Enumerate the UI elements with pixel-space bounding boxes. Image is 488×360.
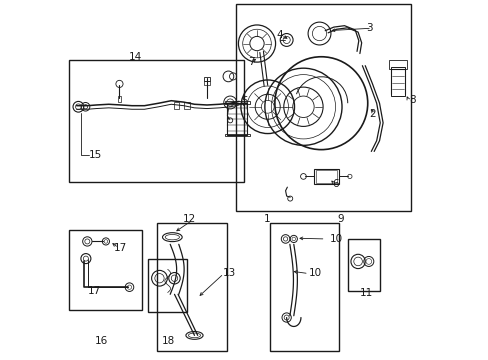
Text: 10: 10 bbox=[329, 234, 343, 244]
Text: 14: 14 bbox=[129, 52, 142, 62]
Text: 10: 10 bbox=[308, 268, 321, 278]
Text: 6: 6 bbox=[331, 179, 338, 189]
Bar bbox=[315, 170, 337, 183]
Bar bbox=[224, 102, 249, 104]
Bar bbox=[69, 60, 244, 182]
Bar bbox=[184, 103, 190, 109]
Text: 11: 11 bbox=[359, 288, 372, 297]
Bar bbox=[118, 96, 121, 103]
Bar bbox=[173, 103, 179, 109]
Bar bbox=[390, 67, 405, 96]
Bar bbox=[224, 134, 249, 136]
Text: 2: 2 bbox=[369, 109, 375, 119]
Text: 16: 16 bbox=[95, 336, 108, 346]
Text: 5: 5 bbox=[241, 96, 248, 107]
Bar bbox=[69, 230, 142, 310]
Bar bbox=[227, 103, 247, 135]
Text: 15: 15 bbox=[89, 150, 102, 160]
Text: 9: 9 bbox=[337, 214, 343, 224]
Text: 7: 7 bbox=[247, 57, 254, 67]
Bar bbox=[235, 4, 410, 211]
Bar bbox=[269, 223, 339, 351]
Text: 4: 4 bbox=[276, 30, 283, 40]
Bar bbox=[148, 258, 187, 312]
Text: 3: 3 bbox=[365, 23, 372, 33]
Bar bbox=[313, 168, 339, 184]
Bar bbox=[157, 223, 226, 351]
Text: 18: 18 bbox=[162, 336, 175, 346]
Bar bbox=[347, 239, 380, 291]
Text: 8: 8 bbox=[408, 95, 415, 105]
Text: 13: 13 bbox=[223, 268, 236, 278]
Bar bbox=[388, 60, 406, 69]
Text: 1: 1 bbox=[264, 214, 270, 224]
Bar bbox=[204, 77, 209, 81]
Bar bbox=[204, 81, 209, 85]
Text: 12: 12 bbox=[182, 214, 195, 224]
Text: 17: 17 bbox=[88, 286, 101, 296]
Text: 17: 17 bbox=[114, 243, 127, 253]
